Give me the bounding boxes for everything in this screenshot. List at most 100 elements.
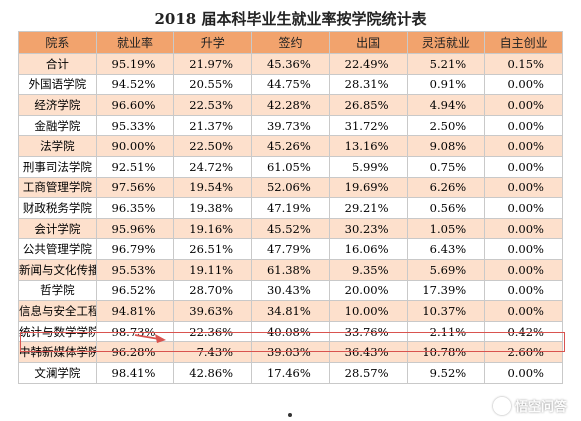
value-cell: 47.79% [251, 238, 330, 260]
value-cell: 2.11% [406, 320, 486, 343]
page-title: 2018 届本科毕业生就业率按学院统计表 [154, 10, 427, 28]
value-cell: 39.63% [173, 300, 253, 322]
table-row: 刑事司法学院 92.51% 24.72% 61.05% 5.99% 0.75% 0.00% [18, 155, 563, 178]
department-cell: 金融学院 [18, 114, 97, 137]
value-cell: 21.37% [173, 114, 253, 137]
value-cell: 0.00% [484, 258, 563, 281]
department-cell: 信息与安全工程学院 [18, 300, 97, 322]
department-cell: 中韩新媒体学院 [18, 341, 97, 363]
value-cell: 94.81% [95, 300, 175, 322]
department-cell: 刑事司法学院 [18, 155, 97, 178]
value-cell: 22.50% [173, 135, 253, 157]
header-flexible: 灵活就业 [406, 31, 486, 54]
value-cell: 9.35% [328, 258, 408, 281]
value-cell: 1.05% [406, 217, 486, 240]
department-cell: 合计 [18, 53, 97, 75]
value-cell: 98.41% [95, 361, 175, 384]
table-row: 金融学院 95.33% 21.37% 39.73% 31.72% 2.50% 0.00% [18, 114, 563, 137]
value-cell: 17.46% [251, 361, 330, 384]
table-row: 统计与数学学院 98.73% 22.36% 40.08% 33.76% 2.11% 0.42… [18, 320, 563, 343]
value-cell: 96.35% [95, 197, 175, 219]
watermark-text: 悟空问答 [514, 400, 567, 415]
table-row: 公共管理学院 96.79% 26.51% 47.79% 16.06% 6.43% 0.00% [18, 238, 563, 260]
value-cell: 19.54% [173, 176, 253, 199]
value-cell: 4.94% [406, 94, 486, 116]
department-cell: 法学院 [18, 135, 97, 157]
value-cell: 16.06% [328, 238, 408, 260]
value-cell: 6.26% [406, 176, 486, 199]
table-row: 工商管理学院 97.56% 19.54% 52.06% 19.69% 6.26% 0.00% [18, 176, 563, 199]
value-cell: 0.00% [484, 155, 563, 178]
department-cell: 文澜学院 [18, 361, 97, 384]
value-cell: 30.23% [328, 217, 408, 240]
value-cell: 28.70% [173, 279, 253, 302]
value-cell: 19.38% [173, 197, 253, 219]
value-cell: 10.37% [406, 300, 486, 322]
value-cell: 0.00% [484, 135, 563, 157]
table-row: 信息与安全工程学院94.81%39.63%34.81%10.00%10.37%0… [18, 300, 563, 322]
value-cell: 24.72% [173, 155, 253, 178]
department-cell: 会计学院 [18, 217, 97, 240]
value-cell: 19.11% [173, 258, 253, 281]
table-row: 法学院 90.00% 22.50% 45.26% 13.16% 9.08% 0.00% [18, 135, 563, 157]
department-cell: 外国语学院 [18, 73, 97, 96]
value-cell: 6.43% [406, 238, 486, 260]
value-cell: 52.06% [251, 176, 330, 199]
value-cell: 19.69% [328, 176, 408, 199]
value-cell: 34.81% [251, 300, 330, 322]
value-cell: 9.08% [406, 135, 486, 157]
department-cell: 工商管理学院 [18, 176, 97, 199]
value-cell: 21.97% [173, 53, 253, 75]
value-cell: 26.51% [173, 238, 253, 260]
value-cell: 42.86% [173, 361, 253, 384]
value-cell: 2.60% [484, 341, 563, 363]
department-cell: 新闻与文化传播学院 [18, 258, 97, 281]
value-cell: 40.08% [251, 320, 330, 343]
value-cell: 95.96% [95, 217, 175, 240]
value-cell: 31.72% [328, 114, 408, 137]
value-cell: 26.85% [328, 94, 408, 116]
value-cell: 0.42% [484, 320, 563, 343]
value-cell: 7.43% [173, 341, 253, 363]
value-cell: 0.00% [484, 197, 563, 219]
value-cell: 0.00% [484, 73, 563, 96]
value-cell: 17.39% [406, 279, 486, 302]
value-cell: 33.76% [328, 320, 408, 343]
table-body: 合计 95.19% 21.97% 45.36% 22.49% 5.21% 0.15% 外国语学… [18, 53, 563, 384]
value-cell: 0.00% [484, 238, 563, 260]
value-cell: 0.00% [484, 361, 563, 384]
header-further-study: 升学 [173, 31, 253, 54]
value-cell: 95.33% [95, 114, 175, 137]
value-cell: 98.73% [95, 320, 175, 343]
wukong-badge-icon [492, 396, 511, 415]
value-cell: 39.03% [251, 341, 330, 363]
table-header-row: 院系 就业率 升学 签约 出国 灵活就业 自主创业 [18, 31, 563, 54]
value-cell: 28.31% [328, 73, 408, 96]
value-cell: 19.16% [173, 217, 253, 240]
value-cell: 5.21% [406, 53, 486, 75]
table-row: 文澜学院 98.41% 42.86% 17.46% 28.57% 9.52% 0.00% [18, 361, 563, 384]
department-cell: 经济学院 [18, 94, 97, 116]
table-row: 新闻与文化传播学院95.53%19.11%61.38%9.35%5.69%0.0… [18, 258, 563, 281]
value-cell: 45.36% [251, 53, 330, 75]
department-cell: 统计与数学学院 [18, 320, 97, 343]
table-row: 哲学院 96.52% 28.70% 30.43% 20.00% 17.39% 0.00% [18, 279, 563, 302]
table-row: 财政税务学院 96.35% 19.38% 47.19% 29.21% 0.56% 0.00% [18, 197, 563, 219]
value-cell: 0.91% [406, 73, 486, 96]
header-entrepreneurship: 自主创业 [484, 31, 563, 54]
value-cell: 47.19% [251, 197, 330, 219]
watermark: 悟空问答 [492, 396, 567, 415]
header-abroad: 出国 [328, 31, 408, 54]
value-cell: 9.52% [406, 361, 486, 384]
value-cell: 45.26% [251, 135, 330, 157]
value-cell: 0.00% [484, 279, 563, 302]
value-cell: 90.00% [95, 135, 175, 157]
value-cell: 22.49% [328, 53, 408, 75]
table-row: 中韩新媒体学院 96.28% 7.43% 39.03% 36.43% 10.78% 2.60… [18, 341, 563, 363]
table-row: 经济学院 96.60% 22.53% 42.28% 26.85% 4.94% 0.00% [18, 94, 563, 116]
value-cell: 0.56% [406, 197, 486, 219]
value-cell: 30.43% [251, 279, 330, 302]
table-row: 外国语学院 94.52% 20.55% 44.75% 28.31% 0.91% 0.00% [18, 73, 563, 96]
value-cell: 36.43% [328, 341, 408, 363]
